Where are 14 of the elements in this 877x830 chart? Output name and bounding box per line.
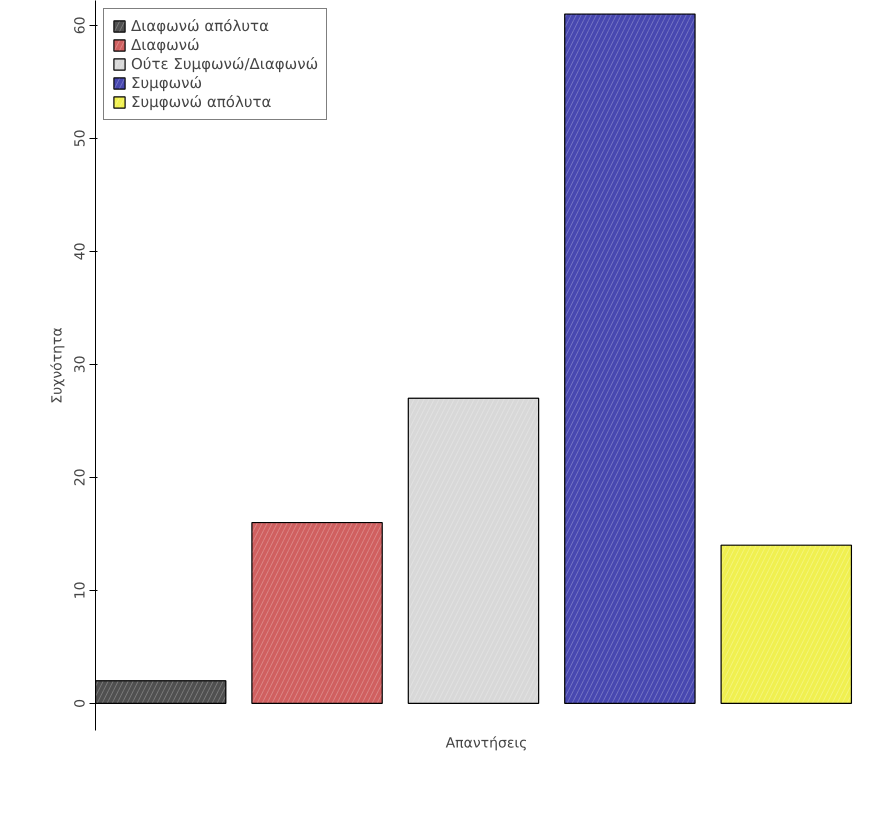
- legend-label: Συμφωνώ απόλυτα: [131, 93, 272, 111]
- legend-label: Ούτε Συμφωνώ/Διαφωνώ: [131, 55, 318, 73]
- y-axis-title: Συχνότητα: [50, 327, 66, 404]
- legend-label: Διαφωνώ: [131, 36, 200, 54]
- y-tick-label: 50: [72, 129, 88, 148]
- legend-label: Διαφωνώ απόλυτα: [131, 17, 269, 35]
- y-tick-label: 0: [72, 698, 88, 708]
- x-axis-title: Απαντήσεις: [446, 736, 528, 752]
- y-tick-label: 40: [72, 242, 88, 260]
- y-tick-label: 30: [72, 355, 88, 374]
- y-tick-label: 20: [72, 468, 88, 486]
- y-tick-label: 10: [72, 581, 88, 600]
- legend-label: Συμφωνώ: [131, 74, 202, 92]
- y-tick-label: 60: [72, 16, 88, 34]
